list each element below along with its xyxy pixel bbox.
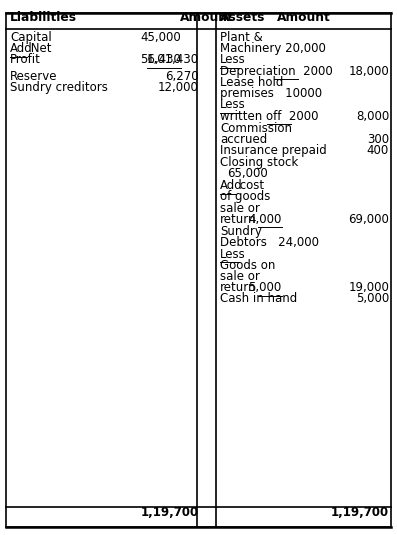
Text: of goods: of goods <box>220 190 271 203</box>
Text: Profit: Profit <box>10 54 41 66</box>
Text: 4,000: 4,000 <box>249 213 282 226</box>
Text: Sundry creditors: Sundry creditors <box>10 81 108 94</box>
Text: 300: 300 <box>367 133 389 146</box>
Text: Lease hold: Lease hold <box>220 76 284 89</box>
Text: sale or: sale or <box>220 270 260 283</box>
Text: Closing stock: Closing stock <box>220 156 299 169</box>
Text: 56,430: 56,430 <box>140 54 181 66</box>
Text: sale or: sale or <box>220 202 260 215</box>
Text: Amount: Amount <box>277 11 331 24</box>
Text: 8,000: 8,000 <box>356 110 389 123</box>
Text: return: return <box>220 281 257 294</box>
Text: 18,000: 18,000 <box>348 65 389 78</box>
Text: 12,000: 12,000 <box>158 81 198 94</box>
Text: Add: Add <box>220 179 243 192</box>
Text: written off  2000: written off 2000 <box>220 110 319 123</box>
Text: return: return <box>220 213 257 226</box>
Text: 400: 400 <box>367 144 389 157</box>
Text: Less: Less <box>220 54 246 66</box>
Text: 69,000: 69,000 <box>348 213 389 226</box>
Text: 6,270: 6,270 <box>165 70 198 83</box>
Text: Less: Less <box>220 248 246 261</box>
Text: Goods on: Goods on <box>220 259 276 272</box>
Text: Commission: Commission <box>220 122 292 135</box>
Text: Capital: Capital <box>10 31 52 44</box>
Text: Machinery 20,000: Machinery 20,000 <box>220 42 326 55</box>
Text: accrued: accrued <box>220 133 268 146</box>
Text: Reserve: Reserve <box>10 70 58 83</box>
Text: Sundry: Sundry <box>220 225 262 238</box>
Text: Insurance prepaid: Insurance prepaid <box>220 144 327 157</box>
Text: Assets: Assets <box>220 11 266 24</box>
Text: Net: Net <box>27 42 51 55</box>
Text: 1,19,700: 1,19,700 <box>141 506 198 519</box>
Text: Debtors   24,000: Debtors 24,000 <box>220 236 319 249</box>
Text: 5,000: 5,000 <box>249 281 282 294</box>
Text: Amount: Amount <box>179 11 233 24</box>
Text: cost: cost <box>236 179 264 192</box>
Text: 65,000: 65,000 <box>227 167 268 180</box>
Text: 19,000: 19,000 <box>348 281 389 294</box>
Text: 1,19,700: 1,19,700 <box>331 506 389 519</box>
Text: Add: Add <box>10 42 33 55</box>
Text: Plant &: Plant & <box>220 31 263 44</box>
Text: Cash in hand: Cash in hand <box>220 293 298 305</box>
Text: premises   10000: premises 10000 <box>220 87 322 100</box>
Text: 1,01,430: 1,01,430 <box>146 54 198 66</box>
Text: Liabilities: Liabilities <box>10 11 77 24</box>
Text: 5,000: 5,000 <box>356 293 389 305</box>
Text: 45,000: 45,000 <box>140 31 181 44</box>
Text: Depreciation  2000: Depreciation 2000 <box>220 65 333 78</box>
Text: Less: Less <box>220 98 246 111</box>
